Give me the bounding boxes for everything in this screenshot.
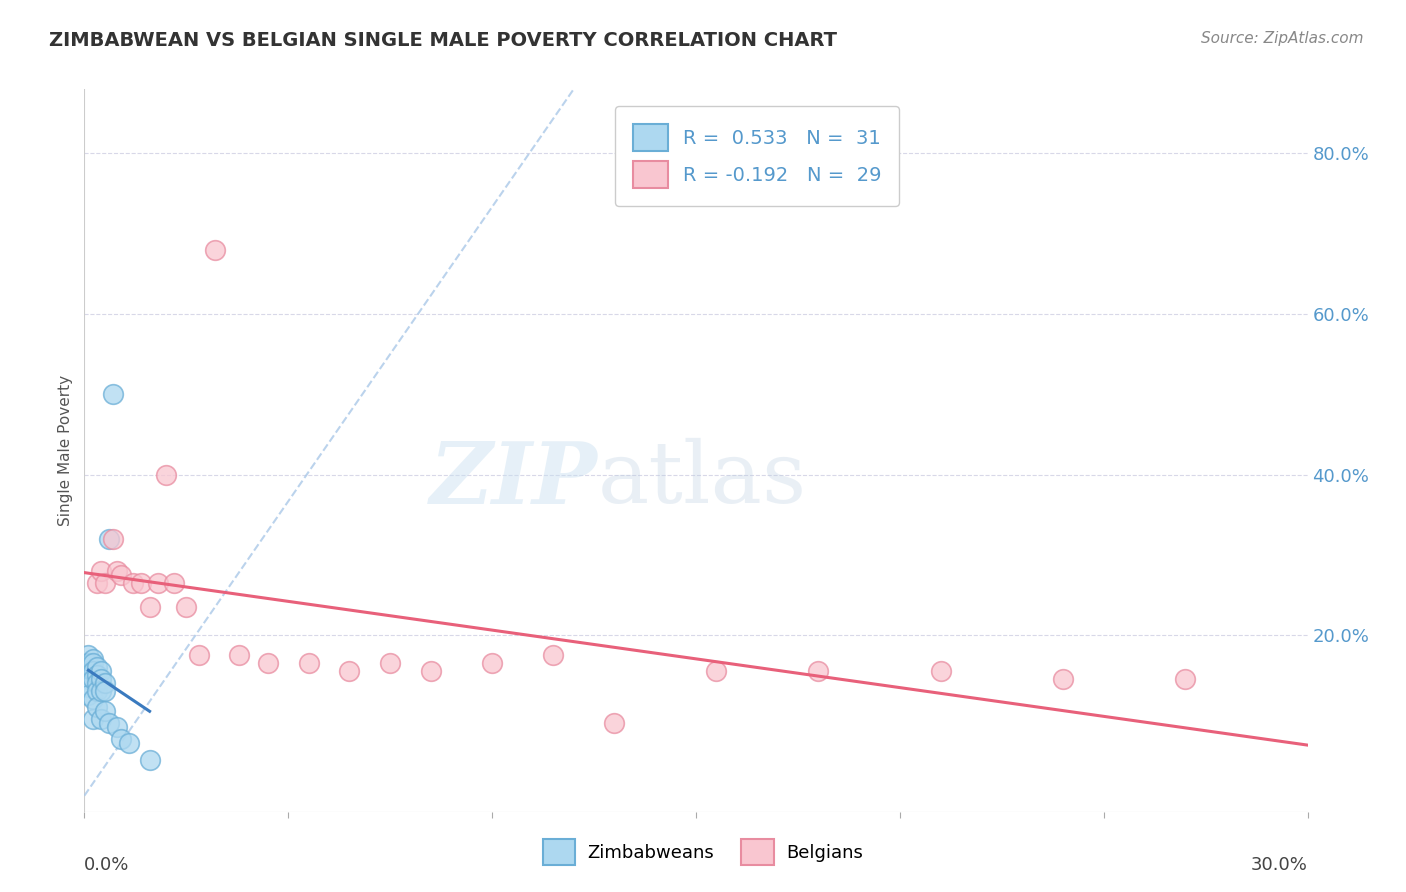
- Point: [380, 657, 402, 671]
- Point: [77, 689, 100, 703]
- Point: [110, 567, 132, 582]
- Point: [138, 599, 160, 614]
- Point: [543, 648, 565, 662]
- Point: [77, 657, 100, 671]
- Point: [82, 657, 104, 671]
- Point: [77, 664, 100, 678]
- Point: [481, 657, 503, 671]
- Point: [90, 664, 112, 678]
- Text: atlas: atlas: [598, 438, 807, 521]
- Point: [187, 648, 209, 662]
- Point: [204, 243, 226, 257]
- Point: [82, 652, 104, 666]
- Point: [118, 737, 141, 751]
- Point: [929, 664, 952, 678]
- Point: [86, 576, 108, 591]
- Point: [105, 721, 128, 735]
- Point: [90, 673, 112, 687]
- Point: [93, 576, 115, 591]
- Point: [77, 648, 100, 662]
- Point: [82, 712, 104, 726]
- Point: [86, 668, 108, 682]
- Point: [101, 387, 124, 401]
- Point: [97, 716, 120, 731]
- Point: [807, 664, 830, 678]
- Point: [603, 716, 626, 731]
- Point: [1052, 673, 1074, 687]
- Point: [86, 700, 108, 714]
- Point: [82, 664, 104, 678]
- Point: [86, 676, 108, 690]
- Point: [1174, 673, 1197, 687]
- Point: [131, 576, 153, 591]
- Point: [97, 532, 120, 546]
- Point: [110, 732, 132, 747]
- Point: [298, 657, 321, 671]
- Text: Source: ZipAtlas.com: Source: ZipAtlas.com: [1201, 31, 1364, 46]
- Point: [82, 692, 104, 706]
- Point: [90, 564, 112, 578]
- Point: [86, 684, 108, 698]
- Point: [228, 648, 250, 662]
- Point: [105, 564, 128, 578]
- Point: [77, 673, 100, 687]
- Point: [101, 532, 124, 546]
- Point: [174, 599, 197, 614]
- Point: [257, 657, 280, 671]
- Text: ZIP: ZIP: [430, 438, 598, 521]
- Point: [155, 467, 177, 482]
- Point: [93, 676, 115, 690]
- Point: [706, 664, 728, 678]
- Text: 0.0%: 0.0%: [84, 856, 129, 874]
- Text: ZIMBABWEAN VS BELGIAN SINGLE MALE POVERTY CORRELATION CHART: ZIMBABWEAN VS BELGIAN SINGLE MALE POVERT…: [49, 31, 837, 50]
- Point: [146, 576, 169, 591]
- Point: [90, 712, 112, 726]
- Point: [339, 664, 361, 678]
- Point: [163, 576, 186, 591]
- Point: [86, 660, 108, 674]
- Point: [77, 680, 100, 694]
- Point: [122, 576, 145, 591]
- Point: [90, 684, 112, 698]
- Point: [93, 684, 115, 698]
- Y-axis label: Single Male Poverty: Single Male Poverty: [58, 375, 73, 526]
- Point: [93, 705, 115, 719]
- Legend: Zimbabweans, Belgians: Zimbabweans, Belgians: [536, 832, 870, 872]
- Point: [138, 753, 160, 767]
- Text: 30.0%: 30.0%: [1251, 856, 1308, 874]
- Point: [420, 664, 443, 678]
- Point: [82, 673, 104, 687]
- Legend: R =  0.533   N =  31, R = -0.192   N =  29: R = 0.533 N = 31, R = -0.192 N = 29: [614, 106, 900, 206]
